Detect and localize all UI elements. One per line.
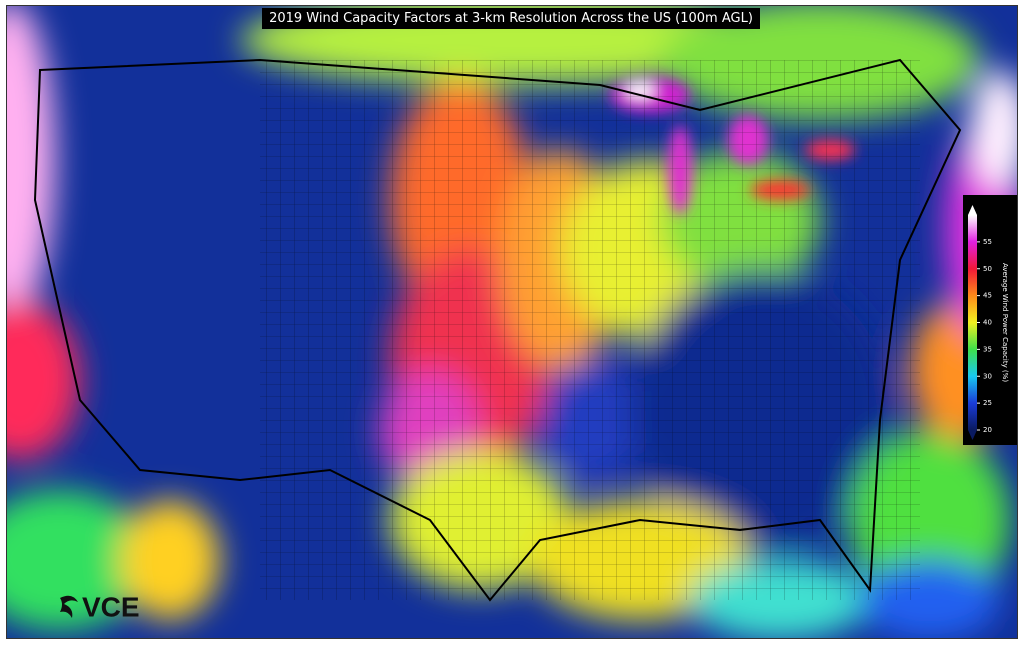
map-frame	[6, 5, 1018, 639]
colorbar-scale	[968, 215, 977, 430]
title-box	[262, 8, 760, 29]
colorbar-tick-label: 55	[983, 238, 992, 246]
colorbar-tick-label: 20	[983, 426, 992, 434]
colorbar-tick-label: 30	[983, 372, 992, 380]
logo: VCE	[60, 591, 140, 622]
colorbar-label: Average Wind Power Capacity (%)	[1001, 263, 1009, 382]
colorbar-tick-label: 45	[983, 292, 992, 300]
colorbar-tick-label: 25	[983, 399, 992, 407]
map-title: 2019 Wind Capacity Factors at 3-km Resol…	[269, 11, 753, 26]
colorbar-tick-label: 35	[983, 345, 992, 353]
colorbar: 20 25 30 35 40 45 50 55 Average Wind Power Capac…	[968, 205, 1009, 440]
colorbar-bottom-arrow	[968, 430, 977, 440]
colorbar-tick-label: 40	[983, 319, 992, 327]
logo-text: VCE	[82, 591, 140, 622]
colorbar-tick-label: 50	[983, 265, 992, 273]
colorbar-top-arrow	[968, 205, 977, 215]
